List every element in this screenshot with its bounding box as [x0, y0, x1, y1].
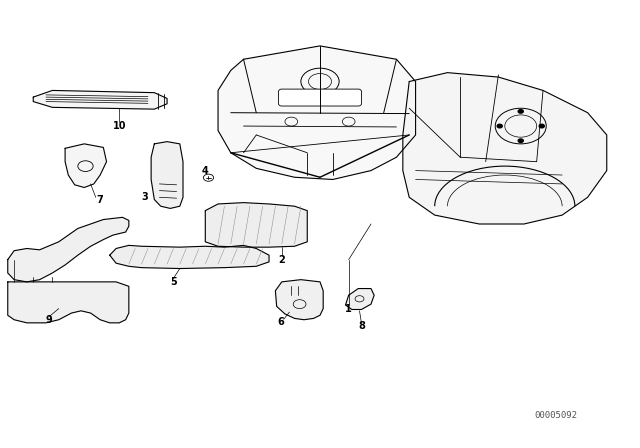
Circle shape — [518, 110, 524, 113]
Text: 00005092: 00005092 — [534, 411, 577, 420]
Polygon shape — [346, 289, 374, 310]
Polygon shape — [33, 90, 167, 109]
Polygon shape — [218, 46, 415, 180]
Text: 6: 6 — [277, 317, 284, 327]
Text: 3: 3 — [141, 192, 148, 202]
Polygon shape — [8, 217, 129, 282]
Text: 2: 2 — [278, 254, 285, 265]
Text: 7: 7 — [97, 194, 104, 205]
Polygon shape — [8, 282, 129, 323]
Text: 1: 1 — [346, 304, 352, 314]
FancyBboxPatch shape — [278, 89, 362, 106]
Polygon shape — [109, 246, 269, 268]
Polygon shape — [65, 144, 106, 188]
Text: 4: 4 — [202, 166, 209, 176]
Text: 9: 9 — [46, 315, 52, 325]
Text: 10: 10 — [113, 121, 126, 131]
Text: 5: 5 — [170, 277, 177, 287]
Polygon shape — [205, 202, 307, 247]
Polygon shape — [151, 142, 183, 208]
Circle shape — [518, 139, 524, 142]
Circle shape — [540, 124, 544, 128]
Polygon shape — [275, 280, 323, 320]
Polygon shape — [403, 73, 607, 224]
Circle shape — [497, 124, 502, 128]
Text: 8: 8 — [358, 321, 365, 332]
